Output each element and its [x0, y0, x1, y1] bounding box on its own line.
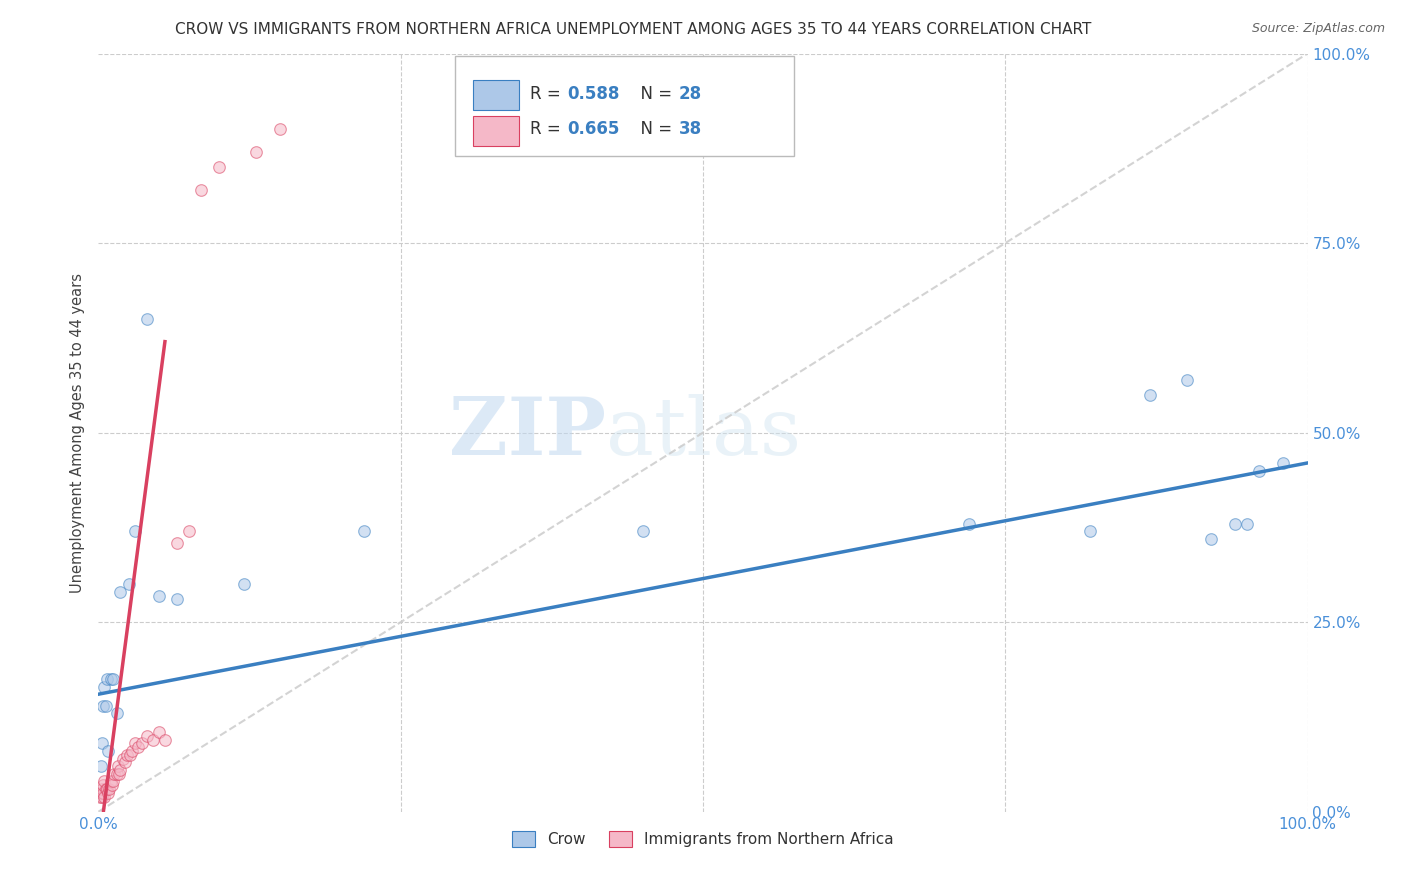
FancyBboxPatch shape [456, 56, 793, 156]
Point [153, 732, 176, 747]
Legend: Crow, Immigrants from Northern Africa: Crow, Immigrants from Northern Africa [506, 825, 900, 854]
Point [957, 516, 980, 531]
Point [148, 589, 170, 603]
Point [135, 312, 157, 326]
Point [179, 524, 201, 539]
Text: 0.588: 0.588 [568, 85, 620, 103]
Point [1272, 456, 1295, 470]
Point [166, 535, 188, 549]
FancyBboxPatch shape [474, 116, 519, 146]
Point [94, 698, 117, 713]
Point [190, 183, 212, 197]
Point [97, 744, 120, 758]
Point [1199, 532, 1222, 546]
Point [232, 577, 254, 591]
Point [118, 577, 141, 591]
Point [94, 781, 117, 797]
Point [108, 767, 131, 781]
Point [91, 737, 114, 751]
Point [103, 767, 125, 781]
Point [142, 732, 165, 747]
Text: R =: R = [530, 85, 567, 103]
Text: Source: ZipAtlas.com: Source: ZipAtlas.com [1251, 22, 1385, 36]
Point [97, 786, 120, 800]
Point [135, 729, 157, 743]
Text: N =: N = [630, 120, 678, 138]
Point [100, 778, 122, 792]
Point [124, 737, 146, 751]
Point [269, 122, 291, 136]
Point [166, 592, 188, 607]
Point [1236, 516, 1258, 531]
Text: 38: 38 [679, 120, 702, 138]
Point [117, 747, 139, 762]
Point [101, 774, 124, 789]
Point [1139, 387, 1161, 401]
Text: CROW VS IMMIGRANTS FROM NORTHERN AFRICA UNEMPLOYMENT AMONG AGES 35 TO 44 YEARS C: CROW VS IMMIGRANTS FROM NORTHERN AFRICA … [174, 22, 1091, 37]
Point [245, 145, 267, 160]
Point [1175, 373, 1198, 387]
Text: ZIP: ZIP [450, 393, 606, 472]
Point [91, 781, 114, 797]
Point [105, 706, 128, 721]
Point [353, 524, 375, 539]
Point [100, 774, 122, 789]
Point [111, 751, 134, 765]
Point [108, 585, 131, 599]
Point [121, 744, 143, 758]
Point [1249, 464, 1271, 478]
Point [101, 672, 124, 686]
Point [89, 789, 111, 804]
Point [631, 524, 654, 539]
Text: N =: N = [630, 85, 678, 103]
Point [124, 524, 146, 539]
Point [100, 672, 122, 686]
Point [93, 774, 115, 789]
Point [148, 725, 170, 739]
Point [107, 759, 129, 773]
Text: R =: R = [530, 120, 567, 138]
Text: atlas: atlas [606, 393, 801, 472]
Point [108, 763, 131, 777]
Point [114, 756, 136, 770]
Point [93, 680, 115, 694]
Point [98, 781, 121, 797]
Point [91, 789, 114, 804]
Point [118, 747, 141, 762]
Point [90, 759, 112, 773]
Point [91, 778, 114, 792]
Point [90, 786, 112, 800]
Point [96, 672, 118, 686]
Point [208, 161, 231, 175]
Point [105, 767, 128, 781]
Point [96, 781, 118, 797]
Text: 0.665: 0.665 [568, 120, 620, 138]
Point [127, 740, 149, 755]
Point [1078, 524, 1101, 539]
Point [1223, 516, 1246, 531]
Point [93, 789, 115, 804]
Point [131, 737, 153, 751]
Point [91, 698, 114, 713]
Y-axis label: Unemployment Among Ages 35 to 44 years: Unemployment Among Ages 35 to 44 years [69, 273, 84, 592]
Point [91, 786, 114, 800]
Text: 28: 28 [679, 85, 702, 103]
FancyBboxPatch shape [474, 80, 519, 111]
